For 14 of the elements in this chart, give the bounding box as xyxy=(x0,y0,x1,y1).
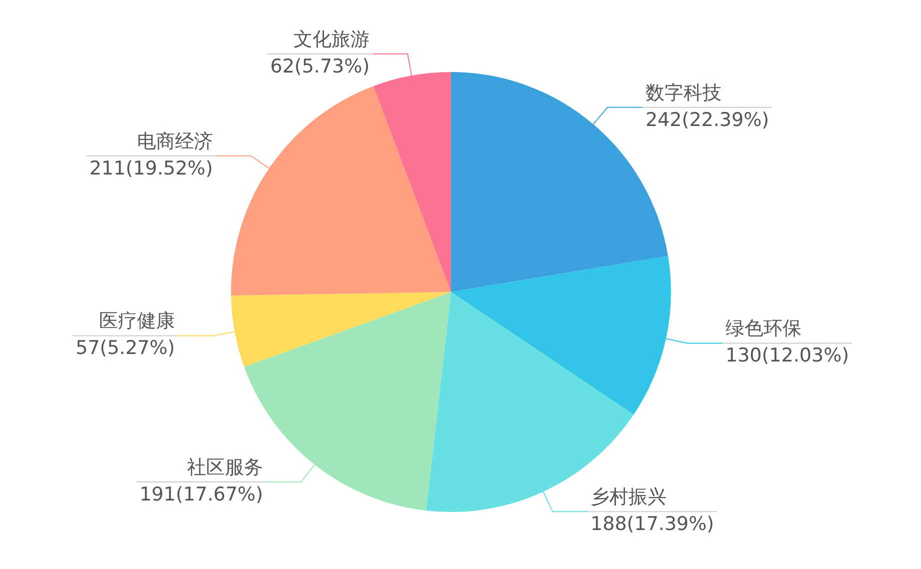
slice-label: 社区服务 xyxy=(187,456,264,478)
data-label: 57(5.27%) xyxy=(76,337,175,360)
data-label: 191(17.67%) xyxy=(139,483,264,506)
slice-label: 电商经济 xyxy=(136,130,213,152)
data-label: 62(5.73%) xyxy=(270,55,370,78)
slice-label: 数字科技 xyxy=(646,82,722,104)
data-label: 242(22.39%) xyxy=(646,108,770,131)
slice-label: 医疗健康 xyxy=(98,310,175,332)
slice-label: 文化旅游 xyxy=(294,28,370,50)
slice-label: 乡村振兴 xyxy=(590,486,667,508)
slice-label: 绿色环保 xyxy=(726,318,802,340)
data-label: 130(12.03%) xyxy=(726,344,850,367)
data-label: 211(19.52%) xyxy=(89,157,213,180)
data-label: 188(17.39%) xyxy=(590,513,714,536)
